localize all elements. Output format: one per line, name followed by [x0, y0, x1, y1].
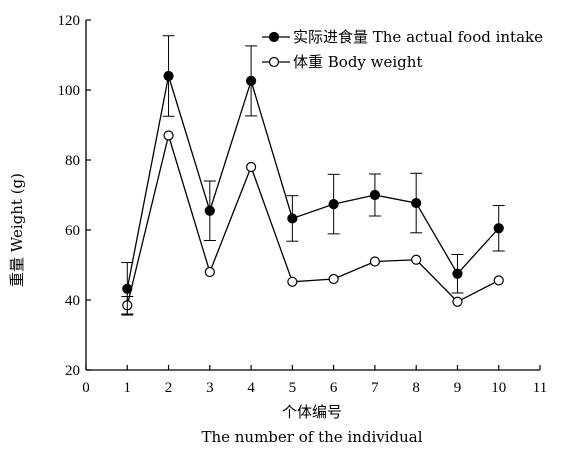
data-point: [245, 75, 257, 87]
x-tick-label: 8: [412, 380, 420, 396]
data-point: [122, 283, 133, 294]
x-tick-label: 6: [330, 380, 338, 396]
data-point: [245, 161, 257, 173]
x-tick-label: 11: [533, 380, 547, 396]
legend: 实际进食量 The actual food intake 体重 Body weig…: [262, 28, 543, 71]
y-tick-label: 120: [58, 13, 81, 29]
legend-marker: [268, 31, 280, 43]
legend-item: 体重 Body weight: [262, 53, 422, 71]
y-tick-label: 60: [65, 223, 80, 239]
legend-item: 实际进食量 The actual food intake: [262, 28, 543, 46]
series-layer: [121, 35, 505, 316]
data-point: [204, 205, 215, 216]
data-point: [328, 199, 339, 210]
y-tick-label: 80: [65, 153, 80, 169]
x-tick-label: 0: [82, 380, 90, 396]
x-tick-label: 3: [206, 380, 214, 396]
y-tick-label: 40: [65, 293, 80, 309]
y-tick-label: 100: [58, 83, 81, 99]
x-tick-label: 10: [491, 380, 506, 396]
data-point: [369, 189, 381, 201]
data-point: [287, 213, 298, 224]
data-point: [493, 275, 504, 286]
data-point: [287, 276, 298, 287]
x-tick-label: 4: [247, 380, 255, 396]
y-ticks: 20 40 60 80 100 120: [58, 13, 91, 379]
series-food-intake: [121, 35, 505, 316]
x-axis-label-en: The number of the individual: [201, 428, 422, 446]
x-axis-label: 个体编号: [282, 403, 342, 421]
legend-label: 体重 Body weight: [293, 53, 422, 71]
x-ticks: 0 1 2 3 4 5 6 7 8 9 10 11: [82, 365, 547, 396]
legend-label: 实际进食量 The actual food intake: [293, 28, 543, 46]
x-tick-label: 2: [165, 380, 173, 396]
y-axis-label: 重量 Weight (g): [8, 173, 26, 287]
data-point: [493, 223, 504, 234]
x-tick-label: 5: [289, 380, 297, 396]
x-tick-label: 7: [371, 380, 379, 396]
data-point: [452, 268, 463, 279]
x-tick-label: 1: [124, 380, 132, 396]
axes: [85, 20, 540, 371]
data-point: [204, 266, 215, 278]
series-line: [126, 75, 500, 289]
data-point: [163, 70, 174, 82]
y-tick-label: 20: [65, 363, 80, 379]
legend-marker: [268, 56, 280, 68]
data-point: [411, 197, 422, 209]
series-body-weight: [121, 130, 504, 315]
x-tick-label: 9: [454, 380, 462, 396]
data-point: [369, 256, 381, 267]
data-point: [163, 130, 174, 141]
data-point: [411, 254, 422, 265]
data-point: [452, 296, 463, 307]
data-point: [328, 273, 339, 285]
series-line: [126, 133, 500, 306]
